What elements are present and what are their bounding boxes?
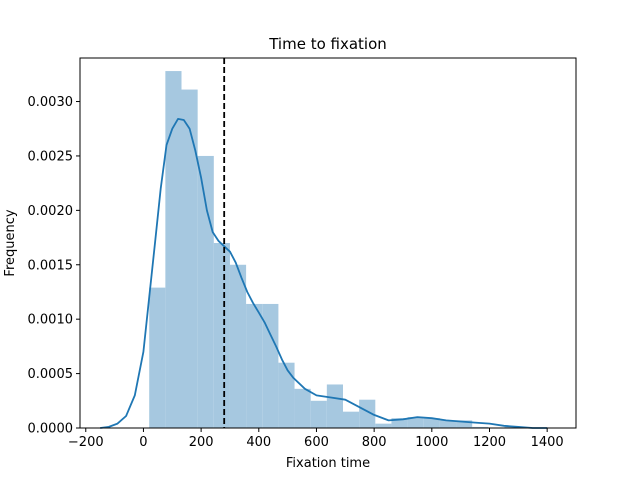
histogram-bar [375,423,392,428]
x-axis-label: Fixation time [286,456,370,471]
kde-curve-group [100,118,548,429]
histogram-bar [262,303,279,428]
histogram-bar [310,400,327,428]
y-tick-label: 0.0015 [28,258,74,273]
kde-curve [100,118,548,429]
plot-frame [79,57,577,429]
x-tick-label: 600 [304,435,329,450]
histogram-bar [423,418,440,428]
histogram-bar [149,287,166,428]
x-tick-label: −200 [68,435,104,450]
histogram-bar [246,303,263,428]
histogram-bar [278,362,295,428]
x-tick-label: 800 [362,435,387,450]
x-tick-label: 1000 [415,435,448,450]
histogram-bar [342,411,360,428]
y-tick-label: 0.0005 [28,367,74,382]
x-tick-label: 0 [139,435,147,450]
x-axis-ticks: −200 0 200 400 600 800 1000 1200 1400 [68,428,564,450]
y-axis-ticks: 0.0000 0.0005 0.0010 0.0015 0.0020 0.0025 0.00… [28,95,80,437]
histogram-bar [197,155,214,429]
histogram-bar [326,384,343,428]
histogram-bar [472,426,489,428]
x-tick-label: 1200 [473,435,506,450]
histogram-bar [439,420,457,428]
y-tick-label: 0.0010 [28,313,74,328]
histogram-bar [181,89,198,428]
histogram-bar [456,420,473,428]
histogram-bar [407,417,424,428]
histogram-bar [359,399,376,428]
x-tick-label: 1400 [531,435,564,450]
x-tick-label: 200 [189,435,214,450]
y-axis-label: Frequency [3,209,18,276]
histogram-bar [165,71,182,428]
histogram-bar [504,426,521,428]
y-tick-label: 0.0020 [28,204,74,219]
histogram-bar [229,264,247,428]
y-tick-label: 0.0025 [28,149,74,164]
y-tick-label: 0.0000 [28,422,74,437]
x-tick-label: 400 [246,435,271,450]
histogram-bar [391,418,408,428]
histogram-bars [149,71,521,429]
histogram-bar [213,243,230,428]
chart-title: Time to fixation [268,35,387,53]
histogram-bar [294,388,311,428]
y-tick-label: 0.0030 [28,95,74,110]
